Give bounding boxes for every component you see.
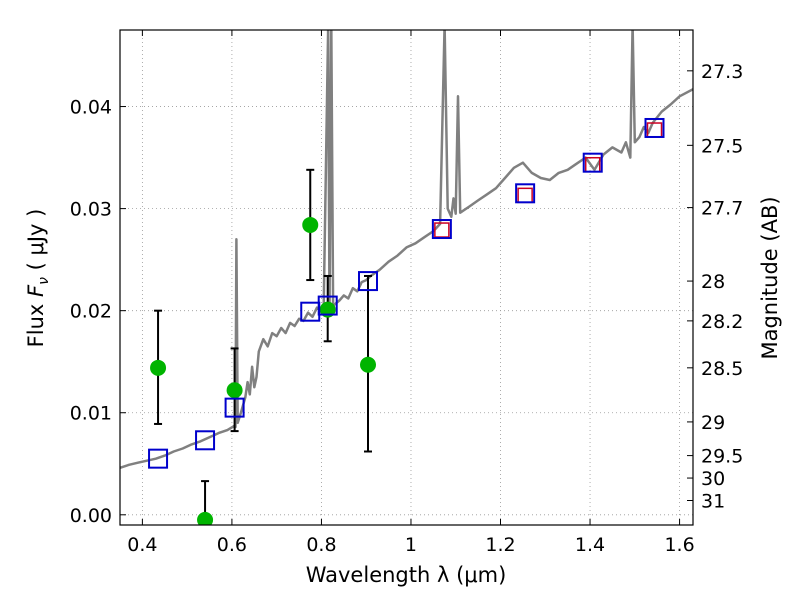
plot-area [120,30,693,525]
x-tick-label: 0.4 [127,534,157,556]
x-tick-label: 0.6 [217,534,247,556]
y-tick-label: 0.02 [70,301,112,323]
x-axis-label: Wavelength λ (μm) [306,563,507,587]
right-tick-label: 27.3 [701,61,743,83]
observed-flux-point [302,216,319,233]
model-flux-blue-square [317,295,338,316]
model-spectrum-line [120,30,693,469]
right-tick-label: 28.5 [701,358,743,380]
x-tick-label: 1.4 [575,534,605,556]
y-tick-label: 0.04 [70,97,112,119]
model-flux-blue-square [644,117,665,138]
right-tick-label: 31 [701,491,725,513]
axis-ticks: 0.4 0.6 0.8 1 1.2 1.4 1.6 0.00 0.01 0.02 0.03 0.04 2… [70,30,743,556]
model-flux-red-square [434,222,450,238]
x-tick-label: 1.2 [485,534,515,556]
observed-flux-point [226,382,243,399]
right-tick-label: 29.5 [701,446,743,468]
y-axis-label: Flux Fν ( μJy ) [24,209,52,348]
model-flux-blue-square [148,448,169,469]
right-tick-label: 27.5 [701,135,743,157]
plot-frame [119,29,694,526]
right-tick-label: 28 [701,271,725,293]
model-flux-blue-square [224,397,245,418]
model-flux-red-square [517,187,533,204]
x-tick-label: 0.8 [306,534,336,556]
right-axis-label: Magnitude (AB) [758,196,782,359]
right-tick-label: 28.2 [701,311,743,333]
y-tick-label: 0.01 [70,403,112,425]
model-flux-blue-square [431,219,452,240]
x-tick-label: 1.6 [664,534,694,556]
observed-flux-point [197,511,214,525]
right-tick-label: 27.7 [701,198,743,220]
y-tick-label: 0.03 [70,199,112,221]
model-flux-blue-square [515,183,536,204]
x-tick-label: 1 [405,534,417,556]
model-flux-blue-square [582,152,603,173]
observed-flux-point [150,359,167,376]
observed-flux-point [360,356,377,373]
right-tick-label: 29 [701,412,725,434]
model-flux-blue-square [358,271,379,292]
right-tick-label: 30 [701,468,725,490]
y-tick-label: 0.00 [70,505,112,527]
model-flux-blue-square [195,430,216,451]
grid [120,30,693,525]
